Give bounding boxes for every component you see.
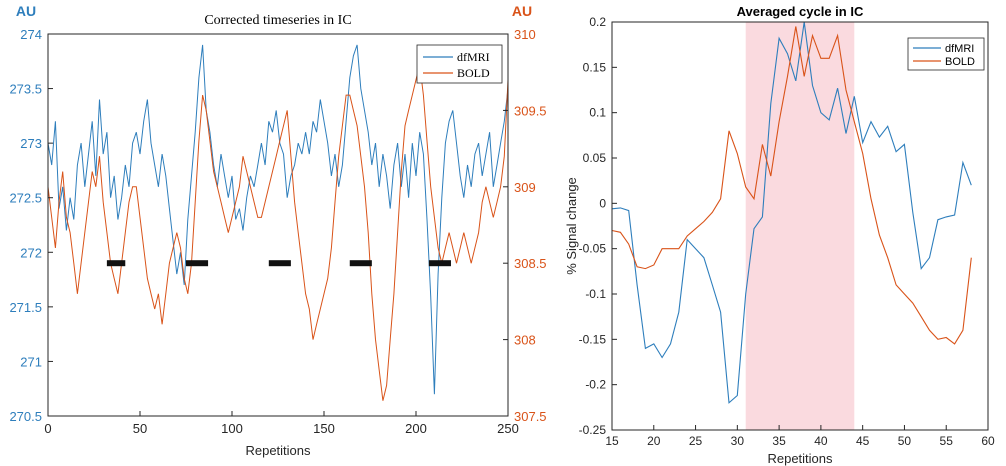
legend-label-dfmri: dfMRI [457,50,490,64]
y-tick-label: 0.05 [583,151,607,165]
x-tick-label: 60 [981,434,995,448]
series-line-dfmri [611,21,972,404]
right-y-tick-label: 308 [514,333,536,348]
x-tick-label: 100 [221,421,243,436]
stimulus-block-marker [349,260,372,267]
series-line-dfmri [47,44,509,395]
averaged-cycle-chart: 15 20 25 30 35 40 45 50 55 60 -0.25 -0.2 -0.15 -0.1 -… [564,4,995,466]
timeseries-x-axis-label: Repetitions [245,443,311,458]
x-tick-label: 35 [772,434,786,448]
stimulus-block-marker [268,260,291,267]
averaged-cycle-plot-frame [611,21,989,431]
averaged-cycle-legend-box [907,37,985,71]
x-tick-label: 55 [940,434,954,448]
y-tick-label: -0.2 [585,378,606,392]
averaged-cycle-chart-title: Averaged cycle in IC [737,4,864,19]
x-tick-label: 50 [898,434,912,448]
stimulus-block-marker [186,260,209,267]
right-y-tick-label: 308.5 [514,256,547,271]
y-tick-label: -0.1 [585,287,606,301]
left-y-tick-label: 272 [20,245,42,260]
x-tick-label: 150 [313,421,335,436]
stimulus-block-marker [106,260,126,267]
timeseries-legend-box [416,44,503,84]
timeseries-plot-area [48,34,508,416]
timeseries-chart: 0 50 100 150 200 250 270.5 271 271.5 272 272.5 273… [9,3,546,458]
series-line-bold [47,64,509,401]
left-axis-unit-label: AU [16,3,36,19]
left-y-tick-label: 271.5 [9,300,42,315]
y-tick-label: 0.15 [583,60,607,74]
left-y-tick-label: 272.5 [9,191,42,206]
legend-label-dfmri: dfMRI [945,43,974,55]
left-y-tick-label: 273.5 [9,82,42,97]
left-y-tick-label: 271 [20,354,42,369]
x-tick-label: 250 [497,421,519,436]
x-tick-label: 30 [731,434,745,448]
left-y-tick-label: 274 [20,27,42,42]
x-tick-label: 20 [647,434,661,448]
right-y-tick-label: 309.5 [514,103,547,118]
averaged-cycle-x-axis-label: Repetitions [767,451,833,466]
x-tick-label: 45 [856,434,870,448]
timeseries-legend: dfMRI BOLD [416,44,503,84]
x-tick-label: 25 [689,434,703,448]
y-tick-label: -0.25 [579,423,607,437]
legend-label-bold: BOLD [457,66,490,80]
left-y-tick-label: 270.5 [9,409,42,424]
timeseries-plot-frame [47,33,509,417]
y-tick-label: 0 [599,196,606,210]
right-axis-unit-label: AU [512,3,532,19]
series-line-bold [611,26,972,345]
x-tick-label: 0 [44,421,51,436]
averaged-cycle-y-axis-label: % Signal change [564,177,579,275]
y-tick-label: -0.15 [579,332,607,346]
x-tick-label: 40 [814,434,828,448]
right-y-tick-label: 307.5 [514,409,547,424]
right-y-tick-label: 310 [514,27,536,42]
averaged-cycle-legend: dfMRI BOLD [907,37,985,71]
stimulus-block-marker [428,260,451,267]
timeseries-chart-title: Corrected timeseries in IC [204,13,351,28]
legend-label-bold: BOLD [945,56,975,68]
stimulus-period-highlight [745,22,855,430]
right-y-tick-label: 309 [514,180,536,195]
x-tick-label: 200 [405,421,427,436]
y-tick-label: -0.05 [579,242,607,256]
left-y-tick-label: 273 [20,136,42,151]
y-tick-label: 0.1 [589,106,606,120]
y-tick-label: 0.2 [589,15,606,29]
x-tick-label: 15 [605,434,619,448]
x-tick-label: 50 [133,421,147,436]
